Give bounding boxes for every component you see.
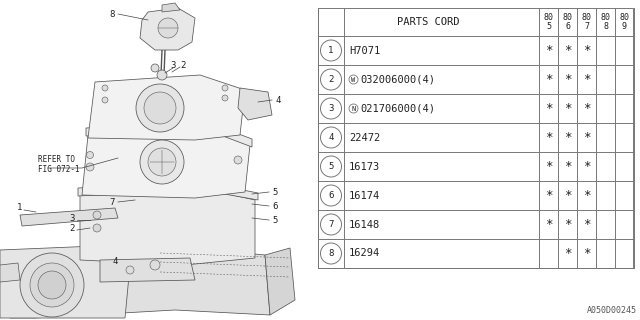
Text: 3: 3 (170, 60, 176, 69)
Text: 2: 2 (69, 223, 75, 233)
Text: 032006000(4): 032006000(4) (360, 75, 435, 84)
Circle shape (30, 263, 74, 307)
Text: 7: 7 (109, 197, 115, 206)
Text: 4: 4 (275, 95, 281, 105)
Text: *: * (583, 44, 590, 57)
Text: 80
5: 80 5 (543, 13, 554, 31)
Text: A050D00245: A050D00245 (587, 306, 637, 315)
Text: 1: 1 (328, 46, 333, 55)
Text: 16174: 16174 (349, 190, 380, 201)
Circle shape (234, 156, 242, 164)
Text: *: * (545, 44, 552, 57)
Text: *: * (583, 160, 590, 173)
Text: *: * (583, 218, 590, 231)
Polygon shape (238, 88, 272, 120)
Polygon shape (82, 128, 250, 198)
Text: 021706000(4): 021706000(4) (360, 103, 435, 114)
Polygon shape (80, 188, 255, 265)
Text: 8: 8 (328, 249, 333, 258)
Polygon shape (0, 245, 130, 318)
Text: *: * (545, 102, 552, 115)
Polygon shape (78, 182, 258, 200)
Text: *: * (564, 218, 572, 231)
Text: 16173: 16173 (349, 162, 380, 172)
Text: 7: 7 (328, 220, 333, 229)
Circle shape (38, 271, 66, 299)
Text: 80
6: 80 6 (563, 13, 573, 31)
Polygon shape (162, 3, 180, 12)
Circle shape (157, 70, 167, 80)
Text: 80
7: 80 7 (582, 13, 591, 31)
Polygon shape (86, 122, 252, 147)
Bar (318, 8, 633, 268)
Polygon shape (265, 248, 295, 315)
Circle shape (86, 151, 93, 158)
Text: *: * (564, 247, 572, 260)
Polygon shape (20, 208, 118, 226)
Circle shape (93, 211, 101, 219)
Text: *: * (545, 131, 552, 144)
Text: 2: 2 (328, 75, 333, 84)
Text: 5: 5 (328, 162, 333, 171)
Circle shape (126, 266, 134, 274)
Text: *: * (564, 189, 572, 202)
Text: N: N (351, 106, 356, 111)
Text: *: * (564, 44, 572, 57)
Text: 3: 3 (328, 104, 333, 113)
Text: *: * (583, 131, 590, 144)
Text: *: * (545, 73, 552, 86)
Circle shape (93, 224, 101, 232)
Polygon shape (88, 75, 245, 140)
Text: *: * (583, 189, 590, 202)
Text: 2: 2 (180, 60, 186, 69)
Text: REFER TO
FIG 072-1: REFER TO FIG 072-1 (38, 155, 79, 174)
Text: 8: 8 (109, 10, 115, 19)
Text: *: * (564, 131, 572, 144)
Text: H7071: H7071 (349, 45, 380, 55)
Text: *: * (564, 73, 572, 86)
Text: 4: 4 (112, 258, 118, 267)
Circle shape (222, 95, 228, 101)
Text: *: * (564, 102, 572, 115)
Text: *: * (583, 247, 590, 260)
Circle shape (150, 260, 160, 270)
Text: 4: 4 (328, 133, 333, 142)
Circle shape (151, 64, 159, 72)
Text: 80
8: 80 8 (600, 13, 611, 31)
Polygon shape (30, 245, 270, 318)
Text: 3: 3 (69, 213, 75, 222)
Text: 6: 6 (328, 191, 333, 200)
Text: *: * (545, 160, 552, 173)
Circle shape (102, 97, 108, 103)
Text: 1: 1 (17, 203, 22, 212)
Circle shape (158, 18, 178, 38)
Circle shape (102, 85, 108, 91)
Circle shape (136, 84, 184, 132)
Text: 80
9: 80 9 (620, 13, 630, 31)
Text: *: * (545, 218, 552, 231)
Circle shape (86, 163, 94, 171)
Text: PARTS CORD: PARTS CORD (397, 17, 460, 27)
Text: W: W (351, 76, 356, 83)
Circle shape (20, 253, 84, 317)
Text: *: * (583, 102, 590, 115)
Polygon shape (100, 258, 195, 282)
Circle shape (222, 85, 228, 91)
Text: 5: 5 (272, 188, 278, 196)
Text: 6: 6 (272, 202, 278, 211)
Circle shape (144, 92, 176, 124)
Text: *: * (545, 189, 552, 202)
Text: *: * (583, 73, 590, 86)
Circle shape (148, 148, 176, 176)
Polygon shape (0, 263, 20, 282)
Text: 5: 5 (272, 215, 278, 225)
Polygon shape (140, 8, 195, 50)
Text: 22472: 22472 (349, 132, 380, 142)
Text: 16294: 16294 (349, 249, 380, 259)
Text: *: * (564, 160, 572, 173)
Polygon shape (8, 255, 35, 318)
Text: 16148: 16148 (349, 220, 380, 229)
Circle shape (140, 140, 184, 184)
